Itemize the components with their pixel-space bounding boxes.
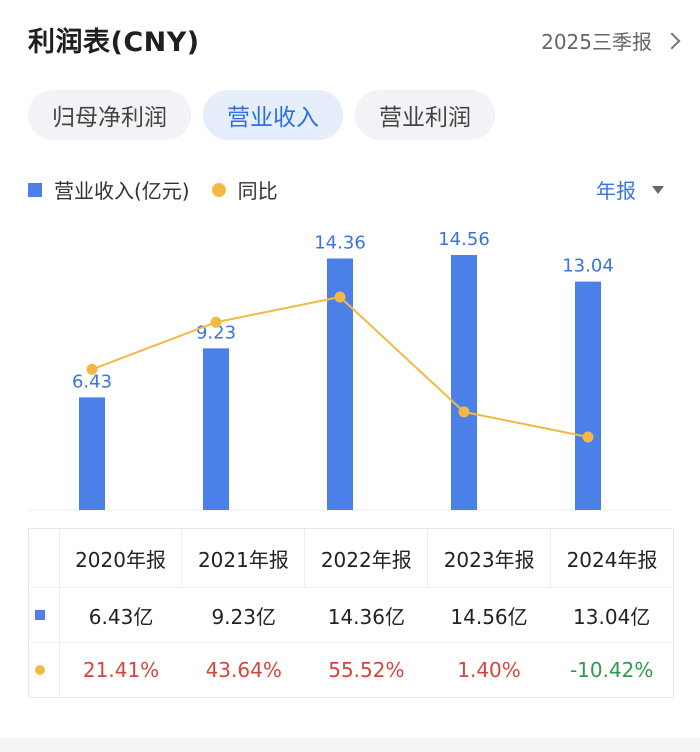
line-legend-label: 同比	[237, 179, 278, 203]
table-row-revenue: 6.43亿 9.23亿 14.36亿 14.56亿 13.04亿	[29, 588, 673, 643]
table-cell: 14.56亿	[450, 604, 528, 629]
column-header: 2022年报	[305, 529, 429, 587]
revenue-chart: 6.43 9.23 14.36 14.56 13.04	[28, 229, 672, 511]
table-cell: 14.36亿	[327, 604, 405, 629]
bar-value-label: 14.36	[314, 233, 366, 254]
bar-legend-swatch	[28, 182, 42, 197]
table-cell: 21.41%	[82, 658, 160, 682]
chevron-right-icon	[663, 32, 681, 49]
bar-value-label: 6.43	[72, 371, 112, 392]
bar-value-label: 13.04	[562, 256, 614, 277]
header: 利润表(CNY) 2025三季报	[28, 18, 681, 58]
revenue-bar	[79, 397, 105, 510]
tab-operating-profit[interactable]: 营业利润	[355, 90, 495, 140]
yoy-point	[582, 431, 594, 443]
table-cell: 13.04亿	[573, 604, 651, 629]
table-header-row: 2020年报 2021年报 2022年报 2023年报 2024年报	[29, 529, 673, 588]
footer-bar	[0, 738, 700, 752]
bar-value-label: 9.23	[196, 322, 236, 343]
table-cell: 6.43亿	[88, 604, 154, 629]
yoy-point	[86, 363, 98, 375]
row-marker-cell	[29, 643, 60, 697]
line-series-dot-icon	[35, 665, 45, 675]
period-label: 2025三季报	[541, 30, 652, 54]
bar-series-square-icon	[35, 610, 45, 620]
tab-net-profit[interactable]: 归母净利润	[28, 90, 191, 140]
table-cell: 9.23亿	[211, 604, 276, 629]
table-cell: 1.40%	[457, 658, 521, 682]
yoy-point	[210, 316, 222, 328]
page-title: 利润表(CNY)	[28, 27, 200, 58]
table-corner-cell	[29, 529, 60, 587]
line-legend-swatch	[211, 182, 226, 197]
chart-legend: 营业收入(亿元) 同比	[28, 175, 668, 204]
report-type-label: 年报	[596, 179, 636, 203]
metric-tabs: 归母净利润 营业收入 营业利润	[28, 90, 495, 140]
tab-revenue[interactable]: 营业收入	[203, 90, 343, 140]
revenue-bar	[575, 281, 601, 510]
row-marker-cell	[29, 588, 60, 642]
legend-row: 营业收入(亿元) 同比 年报	[28, 175, 668, 205]
table-cell: -10.42%	[569, 658, 654, 682]
yoy-point	[458, 406, 470, 418]
column-header: 2023年报	[428, 529, 552, 587]
bar-value-label: 14.56	[438, 229, 490, 250]
data-table: 2020年报 2021年报 2022年报 2023年报 2024年报 6.43亿…	[28, 528, 674, 698]
table-cell: 43.64%	[205, 658, 282, 682]
table-cell: 55.52%	[328, 658, 405, 682]
column-header: 2021年报	[182, 529, 306, 587]
column-header: 2024年报	[566, 547, 658, 572]
revenue-bar	[451, 255, 477, 510]
bar-legend-label: 营业收入(亿元)	[54, 179, 190, 203]
revenue-bar	[203, 348, 229, 510]
yoy-point	[334, 291, 346, 303]
table-row-yoy: 21.41% 43.64% 55.52% 1.40% -10.42%	[29, 643, 673, 697]
period-selector[interactable]: 2025三季报	[541, 26, 681, 55]
report-type-dropdown[interactable]: 年报	[596, 175, 664, 204]
dropdown-triangle-icon	[652, 185, 664, 194]
column-header: 2020年报	[60, 529, 183, 587]
